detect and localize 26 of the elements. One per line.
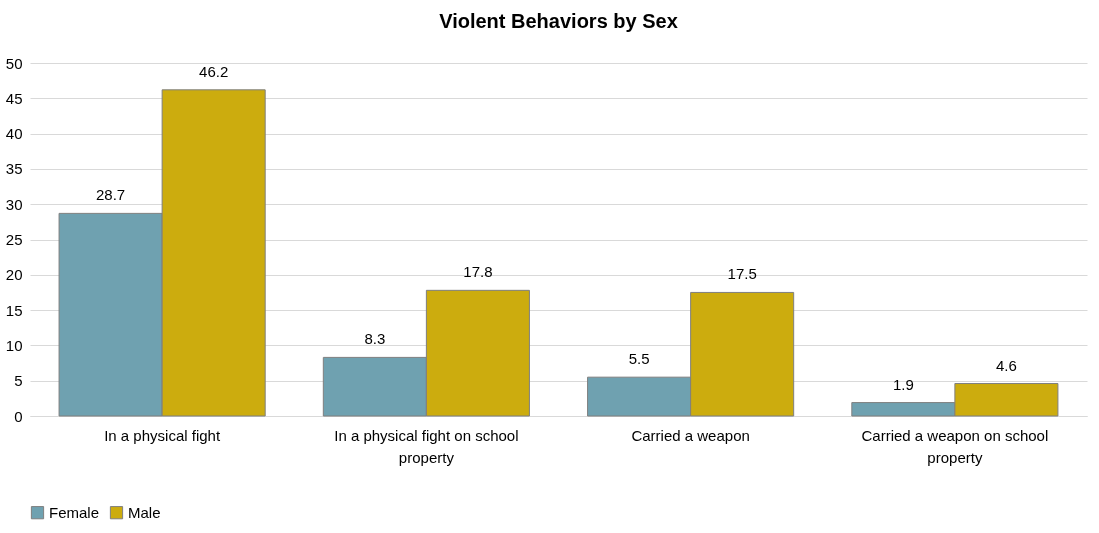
x-tick-label: In a physical fight on school property: [334, 426, 519, 466]
legend-label: Female: [49, 503, 100, 521]
data-label: 1.9: [892, 375, 914, 393]
data-label: 46.2: [199, 62, 229, 80]
y-tick-label: 40: [5, 125, 23, 143]
data-label: 17.5: [727, 265, 757, 283]
y-tick-label: 25: [5, 231, 23, 248]
x-tick-label: Carried a weapon: [631, 426, 750, 444]
data-label: 17.8: [463, 263, 493, 281]
y-tick-label: 20: [5, 266, 23, 284]
y-tick-label: 35: [5, 160, 23, 178]
y-tick-label: 15: [5, 301, 23, 319]
data-label: 5.5: [628, 350, 650, 368]
data-label: 28.7: [95, 186, 126, 204]
y-tick-label: 30: [5, 195, 23, 213]
y-tick-label: 0: [14, 407, 23, 425]
legend-label: Male: [128, 503, 161, 521]
y-tick-label: 45: [5, 89, 23, 107]
x-tick-label: Carried a weapon on school property: [861, 426, 1049, 466]
data-label: 4.6: [995, 356, 1017, 374]
x-tick-label: In a physical fight: [104, 426, 221, 444]
y-tick-label: 5: [14, 372, 23, 390]
y-tick-label: 50: [5, 54, 23, 72]
chart-title: Violent Behaviors by Sex: [439, 10, 678, 32]
y-tick-label: 10: [5, 336, 23, 354]
data-label: 8.3: [364, 330, 386, 348]
